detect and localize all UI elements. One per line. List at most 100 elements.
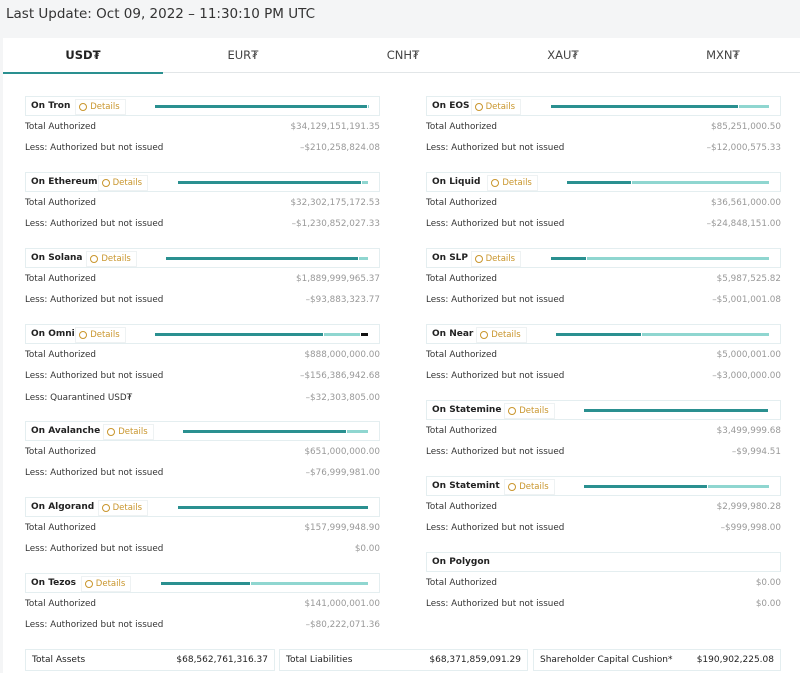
row-label: Less: Authorized but not issued — [25, 371, 164, 382]
details-button[interactable]: Details — [97, 175, 149, 191]
chain-header: On Algorand Details — [25, 497, 380, 517]
row-value: –$76,999,981.00 — [305, 468, 380, 479]
tab[interactable]: USD₮ — [3, 38, 163, 74]
details-button[interactable]: Details — [86, 251, 137, 267]
row-value: –$12,000,575.33 — [706, 143, 781, 154]
row-value: $5,987,525.82 — [716, 274, 781, 284]
bar-segment — [739, 105, 769, 108]
row-label: Total Authorized — [426, 578, 498, 588]
row-label: Total Authorized — [426, 274, 498, 284]
row-value: –$32,303,805.00 — [305, 392, 380, 403]
row-label: Less: Authorized but not issued — [25, 468, 164, 479]
details-label: Details — [112, 178, 143, 188]
details-button[interactable]: Details — [75, 99, 126, 115]
bar-segment — [584, 485, 708, 488]
row-value: –$3,000,000.00 — [712, 371, 781, 382]
row-value: $1,889,999,965.37 — [296, 274, 380, 284]
details-button[interactable]: Details — [75, 327, 126, 343]
details-button[interactable]: Details — [487, 175, 538, 191]
info-icon — [474, 255, 483, 263]
row-value: –$24,848,151.00 — [706, 219, 781, 230]
row-label: Less: Authorized but not issued — [25, 143, 164, 154]
row-label: Total Authorized — [25, 350, 97, 360]
tab[interactable]: CNH₮ — [323, 38, 483, 73]
bar-segment — [155, 333, 323, 336]
chain-header: On Polygon — [426, 552, 781, 572]
chain-header: On Ethereum Details — [25, 172, 380, 192]
bar-segment — [550, 105, 739, 108]
bar-segment — [155, 105, 367, 108]
info-icon — [474, 103, 483, 111]
row-label: Total Authorized — [25, 523, 97, 533]
chain-name: On Statemine — [432, 405, 502, 415]
details-button[interactable]: Details — [476, 327, 527, 343]
info-icon — [508, 483, 517, 491]
row-label: Total Authorized — [426, 350, 498, 360]
total-label: Shareholder Capital Cushion* — [540, 655, 673, 665]
row-value: $85,251,000.50 — [711, 122, 781, 132]
info-icon — [101, 179, 110, 187]
row-value: –$999,998.00 — [720, 523, 781, 534]
row-label: Total Authorized — [25, 198, 97, 208]
bar-segment — [550, 257, 586, 260]
details-label: Details — [118, 427, 148, 437]
total-box: Total Assets $68,562,761,316.37 — [25, 649, 275, 671]
tab[interactable]: MXN₮ — [643, 38, 800, 73]
info-icon — [79, 103, 88, 111]
chain-name: On Liquid — [432, 177, 481, 187]
chain-name: On Solana — [31, 253, 83, 263]
bar-segment — [177, 506, 368, 509]
row-value: $157,999,948.90 — [304, 523, 380, 533]
tab[interactable]: XAU₮ — [483, 38, 643, 73]
details-button[interactable]: Details — [470, 251, 522, 267]
bar-segment — [361, 181, 368, 184]
chain-header: On SLP Details — [426, 248, 781, 268]
chain-header: On Tron Details — [25, 96, 380, 116]
total-box: Total Liabilities $68,371,859,091.29 — [279, 649, 528, 671]
row-value: –$9,994.51 — [731, 447, 781, 458]
row-label: Less: Authorized but not issued — [426, 143, 565, 154]
row-label: Total Authorized — [25, 599, 97, 609]
details-button[interactable]: Details — [504, 403, 555, 419]
bar-segment — [361, 333, 368, 336]
details-label: Details — [485, 102, 516, 112]
chain-header: On EOS Details — [426, 96, 781, 116]
info-icon — [79, 331, 88, 339]
bar-segment — [632, 181, 769, 184]
details-button[interactable]: Details — [504, 479, 555, 495]
details-label: Details — [519, 406, 549, 416]
row-label: Less: Authorized but not issued — [426, 523, 565, 534]
chain-name: On Tezos — [31, 578, 77, 588]
bar-segment — [166, 257, 358, 260]
chain-name: On EOS — [432, 101, 470, 111]
row-label: Less: Authorized but not issued — [25, 620, 164, 631]
row-label: Total Authorized — [426, 122, 498, 132]
details-button[interactable]: Details — [97, 500, 149, 516]
chain-name: On Tron — [31, 101, 71, 111]
bar-segment — [358, 257, 368, 260]
row-value: $34,129,151,191.35 — [290, 122, 380, 132]
details-label: Details — [485, 254, 516, 264]
bar-segment — [567, 181, 632, 184]
details-button[interactable]: Details — [470, 99, 522, 115]
chain-header: On Statemine Details — [426, 400, 781, 420]
total-value: $68,562,761,316.37 — [176, 655, 268, 665]
tab[interactable]: EUR₮ — [163, 38, 323, 73]
bar-segment — [347, 430, 368, 433]
row-value: $2,999,980.28 — [716, 502, 781, 512]
details-label: Details — [491, 330, 521, 340]
bar-segment — [160, 582, 250, 585]
chain-name: On Statemint — [432, 481, 500, 491]
row-label: Total Authorized — [426, 426, 498, 436]
row-value: $5,000,001.00 — [716, 350, 781, 360]
total-box: Shareholder Capital Cushion* $190,902,225… — [533, 649, 781, 671]
details-button[interactable]: Details — [103, 424, 154, 440]
chain-header: On Solana Details — [25, 248, 380, 268]
info-icon — [90, 255, 99, 263]
details-label: Details — [95, 579, 126, 589]
bar-segment — [323, 333, 361, 336]
bar-segment — [641, 333, 769, 336]
chain-name: On Ethereum — [31, 177, 98, 187]
details-button[interactable]: Details — [80, 576, 132, 592]
